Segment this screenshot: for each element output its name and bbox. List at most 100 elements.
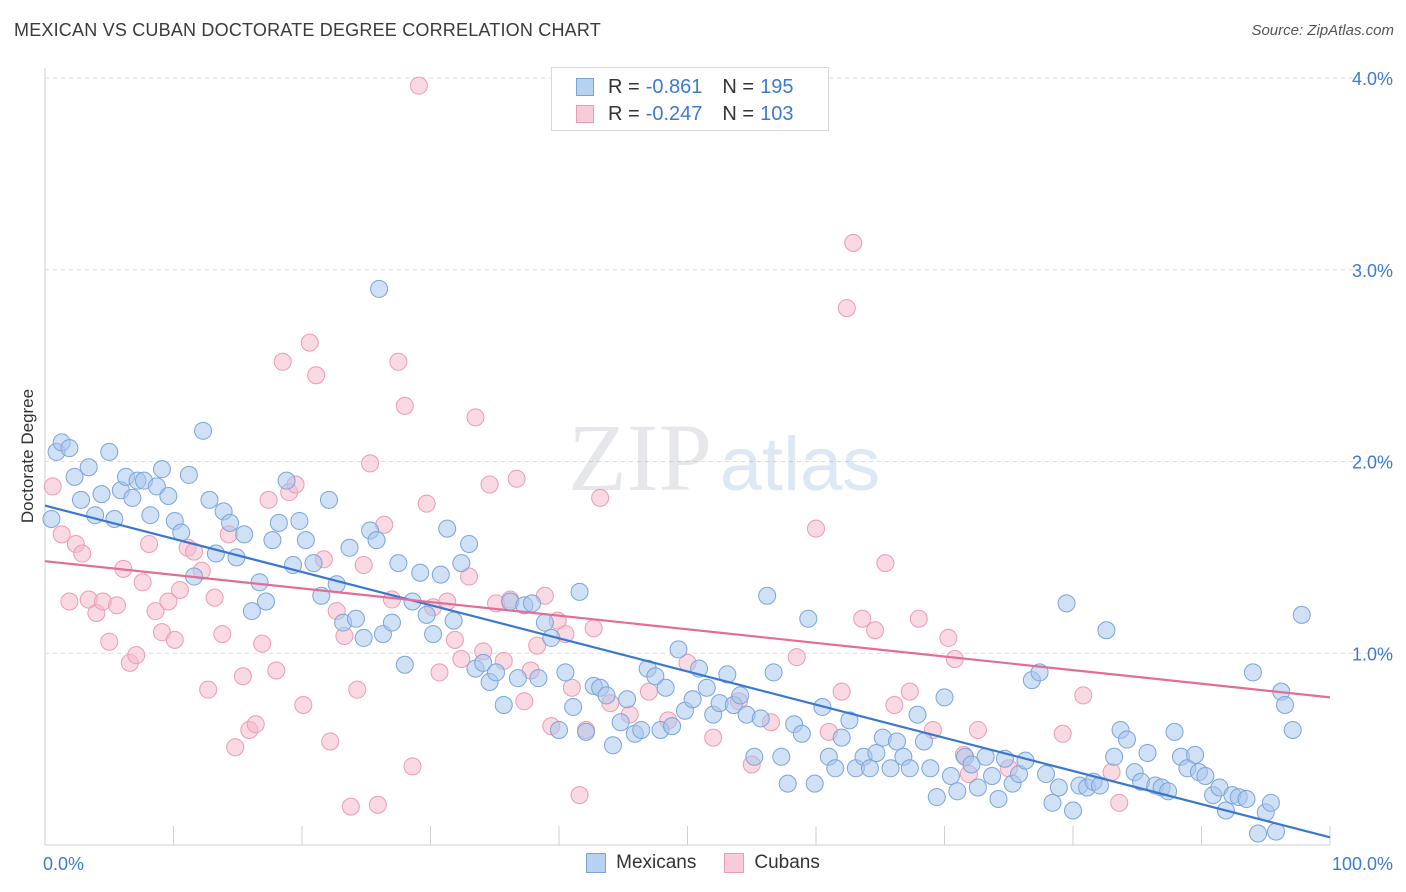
axes: [44, 68, 1331, 846]
legend-item-cubans[interactable]: Cubans: [724, 852, 820, 874]
source-label: Source: ZipAtlas.com: [1251, 22, 1394, 39]
mexicans-point: [731, 686, 750, 705]
mexicans-swatch: [576, 78, 594, 96]
mexicans-point: [914, 732, 933, 751]
cubans-point: [837, 299, 856, 318]
mexicans-point: [263, 531, 282, 550]
mexicans-point: [556, 663, 575, 682]
mexicans-point: [235, 525, 254, 544]
mexicans-point: [597, 686, 616, 705]
mexicans-point: [948, 782, 967, 801]
cubans-point: [165, 630, 184, 649]
mexicans-point: [745, 747, 764, 766]
mexicans-point: [968, 778, 987, 797]
watermark: ZIP atlas: [568, 404, 880, 511]
cubans-point: [233, 667, 252, 686]
cubans-point: [1102, 763, 1121, 782]
cubans-point: [60, 592, 79, 611]
cubans-point: [480, 475, 499, 494]
cubans-point: [844, 233, 863, 252]
mexicans-point: [941, 766, 960, 785]
mexicans-point: [389, 554, 408, 573]
chart-title: MEXICAN VS CUBAN DOCTORATE DEGREE CORREL…: [14, 20, 601, 40]
mexicans-point: [881, 759, 900, 778]
n-label: N =: [722, 102, 755, 125]
mexicans-point: [65, 467, 84, 486]
cubans-point: [389, 352, 408, 371]
mexicans-point: [570, 582, 589, 601]
cubans-point: [466, 408, 485, 427]
mexicans-point: [989, 789, 1008, 808]
mexicans-point: [1243, 663, 1262, 682]
mexicans-point: [346, 609, 365, 628]
cubans-point: [832, 682, 851, 701]
series-legend: Mexicans Cubans: [0, 852, 1406, 874]
cubans-point: [267, 661, 286, 680]
mexicans-point: [697, 678, 716, 697]
mexicans-point: [669, 640, 688, 659]
r-value: -0.247: [645, 102, 703, 125]
mexicans-point: [141, 506, 160, 525]
mexicans-point: [523, 594, 542, 613]
mexicans-point: [1057, 594, 1076, 613]
cubans-legend-swatch: [724, 853, 745, 873]
mexicans-point: [474, 653, 493, 672]
mexicans-point: [921, 759, 940, 778]
y-tick-label: 4.0%: [1352, 69, 1393, 89]
cubans-point: [52, 525, 71, 544]
cubans-point: [885, 696, 904, 715]
legend-item-mexicans[interactable]: Mexicans: [586, 852, 696, 874]
legend-row-mexicans: R = -0.861 N = 195: [576, 75, 793, 99]
mexicans-point: [867, 743, 886, 762]
mexicans-point: [269, 513, 288, 532]
mexicans-point: [221, 513, 240, 532]
cubans-point: [159, 592, 178, 611]
mexicans-point: [799, 609, 818, 628]
mexicans-point: [887, 732, 906, 751]
cubans-point: [395, 396, 414, 415]
mexicans-point: [529, 669, 548, 688]
mexicans-point: [826, 759, 845, 778]
mexicans-point: [778, 774, 797, 793]
mexicans-point: [290, 511, 309, 530]
r-label: R =: [608, 75, 640, 98]
cubans-point: [146, 602, 165, 621]
cubans-point: [43, 477, 62, 496]
n-label: N =: [722, 75, 755, 98]
mexicans-point: [242, 602, 261, 621]
r-label: R =: [608, 102, 640, 125]
mexicans-point: [1165, 722, 1184, 741]
cubans-point: [1053, 724, 1072, 743]
cubans-point: [866, 621, 885, 640]
cubans-swatch: [576, 105, 594, 123]
mexicans-point: [646, 667, 665, 686]
cubans-point: [704, 728, 723, 747]
y-tick-label: 1.0%: [1352, 644, 1393, 664]
r-value: -0.861: [645, 75, 703, 98]
mexicans-point: [147, 477, 166, 496]
trend-lines: [44, 504, 1331, 839]
y-tick-label: 3.0%: [1352, 261, 1393, 281]
mexicans-point: [304, 554, 323, 573]
cubans-point: [133, 573, 152, 592]
mexicans-point: [832, 728, 851, 747]
mexicans-point: [194, 421, 213, 440]
cubans-point: [127, 646, 146, 665]
mexicans-point: [494, 696, 513, 715]
mexicans-trend-line: [44, 504, 1331, 839]
mexicans-point: [656, 678, 675, 697]
mexicans-point: [1283, 720, 1302, 739]
mexicans-point: [751, 709, 770, 728]
mexicans-point: [962, 755, 981, 774]
mexicans-point: [1037, 765, 1056, 784]
cubans-point: [253, 634, 272, 653]
mexicans-point: [1117, 730, 1136, 749]
cubans-point: [300, 333, 319, 352]
mexicans-point: [618, 690, 637, 709]
cubans-point: [807, 519, 825, 538]
mexicans-point: [772, 747, 791, 766]
mexicans-point: [152, 460, 171, 479]
cubans-point: [403, 757, 422, 776]
cubans-point: [226, 738, 245, 757]
